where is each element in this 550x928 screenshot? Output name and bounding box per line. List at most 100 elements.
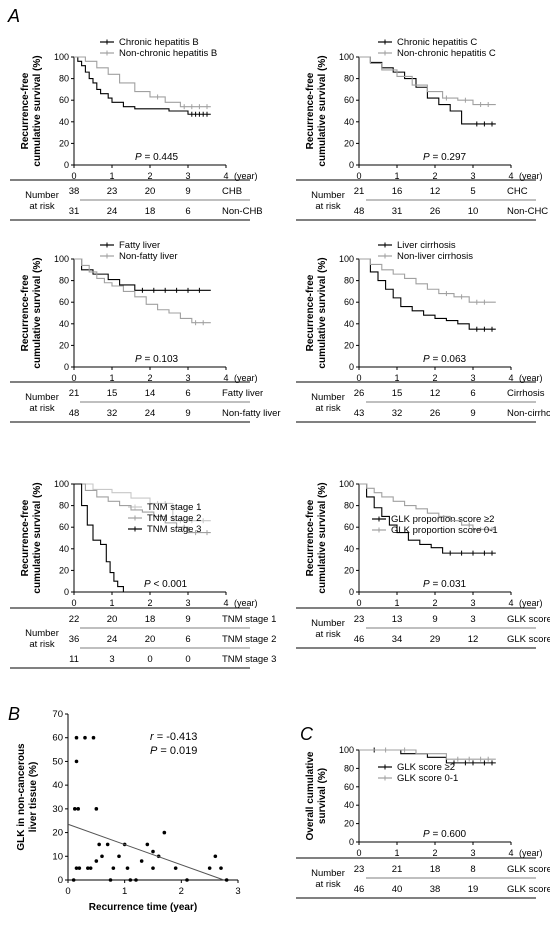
risk-group-label: TNM stage 3 [222, 654, 276, 665]
risk-count: 31 [392, 206, 403, 217]
p-symbol: P [135, 354, 142, 365]
y-axis-label-line2: cumulative survival (%) [317, 257, 328, 368]
x-tick-label: 2 [432, 171, 437, 181]
data-point [151, 866, 155, 870]
x-tick-label: 3 [185, 171, 190, 181]
x-tick-label: 1 [394, 171, 399, 181]
x-tick-label: 0 [356, 598, 361, 608]
p-value: P < 0.001 [144, 579, 188, 590]
risk-count: 22 [69, 614, 80, 625]
risk-label-line2: at risk [29, 403, 55, 414]
risk-label-line1: Number [25, 392, 59, 403]
risk-label-line2: at risk [315, 201, 341, 212]
risk-label-line2: at risk [315, 629, 341, 640]
y-tick-label: 0 [58, 875, 63, 886]
y-tick-label: 0 [64, 160, 69, 170]
risk-count: 9 [185, 408, 190, 419]
panel-label-c: C [300, 724, 314, 744]
y-axis-label-line2: cumulative survival (%) [32, 257, 43, 368]
legend-label: Chronic hepatitis C [397, 37, 477, 48]
y-tick-label: 40 [59, 117, 69, 127]
survival-curve-0 [359, 749, 496, 764]
risk-count: 26 [430, 408, 441, 419]
y-axis-label-line2: liver tissue (%) [28, 762, 39, 833]
risk-count: 5 [470, 186, 475, 197]
p-text: = 0.063 [430, 354, 467, 365]
risk-count: 26 [354, 388, 365, 399]
y-tick-label: 40 [344, 544, 354, 554]
p-symbol: P [423, 829, 430, 840]
data-point [91, 735, 96, 740]
risk-count: 16 [392, 186, 403, 197]
risk-count: 24 [145, 408, 156, 419]
risk-count: 23 [107, 186, 118, 197]
x-tick-label: 3 [470, 598, 475, 608]
y-tick-label: 70 [52, 709, 63, 720]
p-text: = 0.445 [142, 152, 179, 163]
p-value: P = 0.445 [135, 152, 179, 163]
legend-label: TNM stage 2 [147, 513, 201, 524]
x-tick-label: 2 [147, 171, 152, 181]
y-tick-label: 40 [344, 117, 354, 127]
legend-label: GLK proportion score ≥2 [391, 514, 494, 525]
y-tick-label: 0 [64, 362, 69, 372]
risk-label-line2: at risk [29, 639, 55, 650]
risk-count: 38 [69, 186, 80, 197]
survival-curve-1 [74, 258, 211, 324]
y-axis-label-line2: cumulative survival (%) [32, 482, 43, 593]
x-tick-label: 0 [356, 373, 361, 383]
y-tick-label: 40 [344, 319, 354, 329]
p-value-symbol: P [150, 745, 158, 757]
x-unit-label: (year) [519, 373, 543, 383]
survival-curve-1 [359, 258, 496, 303]
data-point [83, 735, 87, 740]
x-tick-label: 3 [470, 848, 475, 858]
x-tick-label: 0 [71, 598, 76, 608]
y-tick-label: 20 [344, 565, 354, 575]
y-axis-label-line1: Recurrence-free [305, 72, 316, 149]
risk-count: 9 [432, 614, 437, 625]
x-tick-label: 4 [223, 598, 228, 608]
risk-count: 9 [185, 614, 190, 625]
y-tick-label: 30 [52, 804, 63, 815]
panel-label-a: A [7, 6, 20, 26]
risk-count: 19 [468, 884, 479, 895]
y-tick-label: 60 [59, 522, 69, 532]
y-tick-label: 40 [344, 800, 354, 810]
risk-label-line1: Number [311, 868, 345, 879]
x-tick-label: 4 [223, 171, 228, 181]
legend-label: TNM stage 3 [147, 524, 201, 535]
p-symbol: P [135, 152, 142, 163]
risk-group-label: GLK score 0-1 [507, 634, 550, 645]
y-axis-label-line1: Overall cumulative [305, 751, 316, 840]
risk-count: 36 [69, 634, 80, 645]
risk-count: 21 [392, 864, 403, 875]
risk-label-line1: Number [311, 392, 345, 403]
y-axis-label-line2: cumulative survival (%) [317, 55, 328, 166]
survival-curve-0 [74, 258, 211, 291]
y-axis-label-line2: cumulative survival (%) [317, 482, 328, 593]
x-unit-label: (year) [519, 848, 543, 858]
survival-curve-1 [74, 56, 211, 108]
y-axis-label-line1: Recurrence-free [20, 72, 31, 149]
risk-label-line1: Number [25, 628, 59, 639]
risk-count: 46 [354, 634, 365, 645]
y-tick-label: 20 [344, 138, 354, 148]
data-point [97, 842, 101, 847]
r-value-value: = -0.413 [154, 731, 198, 743]
data-point [73, 807, 77, 811]
y-tick-label: 80 [59, 501, 69, 511]
y-tick-label: 80 [344, 74, 354, 84]
survival-curve-1 [359, 749, 496, 760]
data-point [86, 866, 90, 870]
risk-group-label: Non-fatty liver [222, 408, 281, 419]
y-tick-label: 60 [344, 522, 354, 532]
km-plot-km_fatty: 0 1 2 3 4 (year) 0 20 40 60 80 100 Recurrence-free cu… [10, 240, 281, 423]
risk-count: 10 [468, 206, 479, 217]
risk-group-label: Cirrhosis [507, 388, 545, 399]
risk-group-label: Non-cirrhosis [507, 408, 550, 419]
y-tick-label: 100 [339, 745, 354, 755]
x-tick-label: 2 [432, 598, 437, 608]
risk-count: 14 [145, 388, 156, 399]
